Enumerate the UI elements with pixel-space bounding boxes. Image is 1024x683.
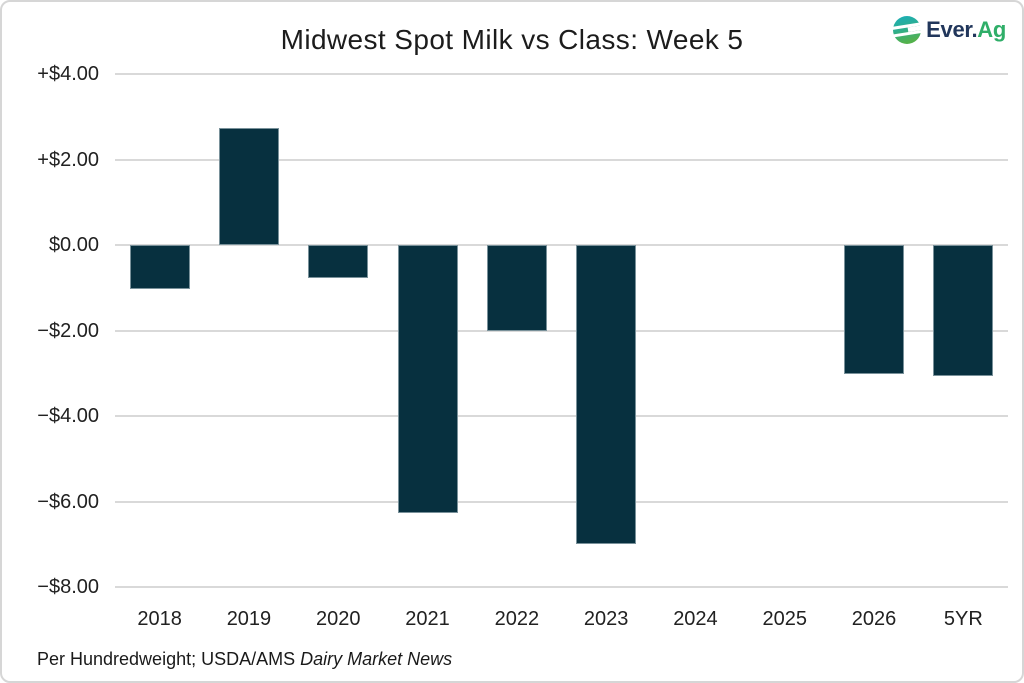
bar-2019: [218, 128, 279, 245]
x-axis-tick-label-2026: 2026: [851, 608, 897, 630]
gridline--8: [115, 586, 1008, 588]
bar-2018: [129, 245, 190, 289]
gridline--6: [115, 500, 1008, 503]
gridline--2: [115, 329, 1008, 332]
bar-5YR: [933, 245, 994, 377]
x-axis-tick-label-2025: 2025: [762, 608, 808, 630]
source-note: Per Hundredweight; USDA/AMS Dairy Market…: [37, 649, 452, 670]
logo-text-ever: Ever.: [926, 17, 978, 42]
y-axis-tick-label: −$6.00: [37, 490, 99, 513]
everag-logo-icon: [892, 16, 923, 44]
x-axis-tick-label-2021: 2021: [405, 608, 450, 630]
gridline-0: [115, 244, 1008, 246]
chart-title: Midwest Spot Milk vs Class: Week 5: [280, 24, 744, 55]
x-axis-tick-label-2020: 2020: [316, 608, 361, 630]
bar-2023: [576, 245, 637, 545]
y-axis-tick-label: −$8.00: [37, 576, 99, 598]
bar-2021: [397, 245, 458, 514]
x-axis-tick-label-2018: 2018: [137, 608, 182, 630]
everag-logo: Ever.Ag: [892, 15, 1006, 45]
x-axis-tick-label-2022: 2022: [494, 608, 540, 630]
x-axis-tick-label-2024: 2024: [673, 608, 718, 630]
logo-text-ag: Ag: [977, 17, 1006, 42]
everag-logo-text: Ever.Ag: [926, 17, 1006, 43]
gridline-4: [115, 73, 1008, 75]
bar-2022: [486, 245, 547, 331]
y-axis-tick-label: +$2.00: [37, 148, 99, 171]
y-axis-tick-label: $0.00: [48, 234, 99, 256]
gridline-2: [115, 158, 1008, 161]
x-axis-tick-label-5YR: 5YR: [943, 608, 983, 630]
y-axis-tick-label: −$4.00: [37, 405, 99, 427]
bar-2020: [308, 245, 369, 278]
bar-2026: [844, 245, 905, 375]
x-axis-tick-label-2019: 2019: [226, 608, 272, 630]
x-axis-tick-label-2023: 2023: [583, 608, 629, 630]
source-note-publication: Dairy Market News: [300, 649, 453, 669]
y-axis-tick-label: +$4.00: [37, 63, 99, 85]
y-axis-tick-label: −$2.00: [37, 319, 99, 342]
source-note-prefix: Per Hundredweight; USDA/AMS: [37, 649, 301, 669]
gridline--4: [115, 415, 1008, 417]
